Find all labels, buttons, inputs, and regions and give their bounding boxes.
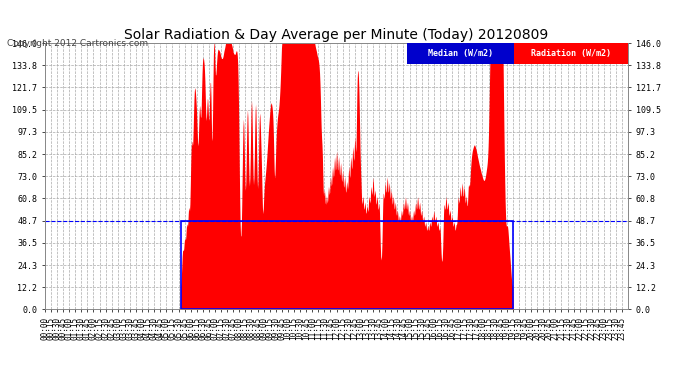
Text: Median (W/m2): Median (W/m2): [428, 49, 493, 58]
Title: Solar Radiation & Day Average per Minute (Today) 20120809: Solar Radiation & Day Average per Minute…: [124, 28, 549, 42]
Bar: [181, 220, 513, 309]
Text: Radiation (W/m2): Radiation (W/m2): [531, 49, 611, 58]
Text: Copyright 2012 Cartronics.com: Copyright 2012 Cartronics.com: [7, 39, 148, 48]
